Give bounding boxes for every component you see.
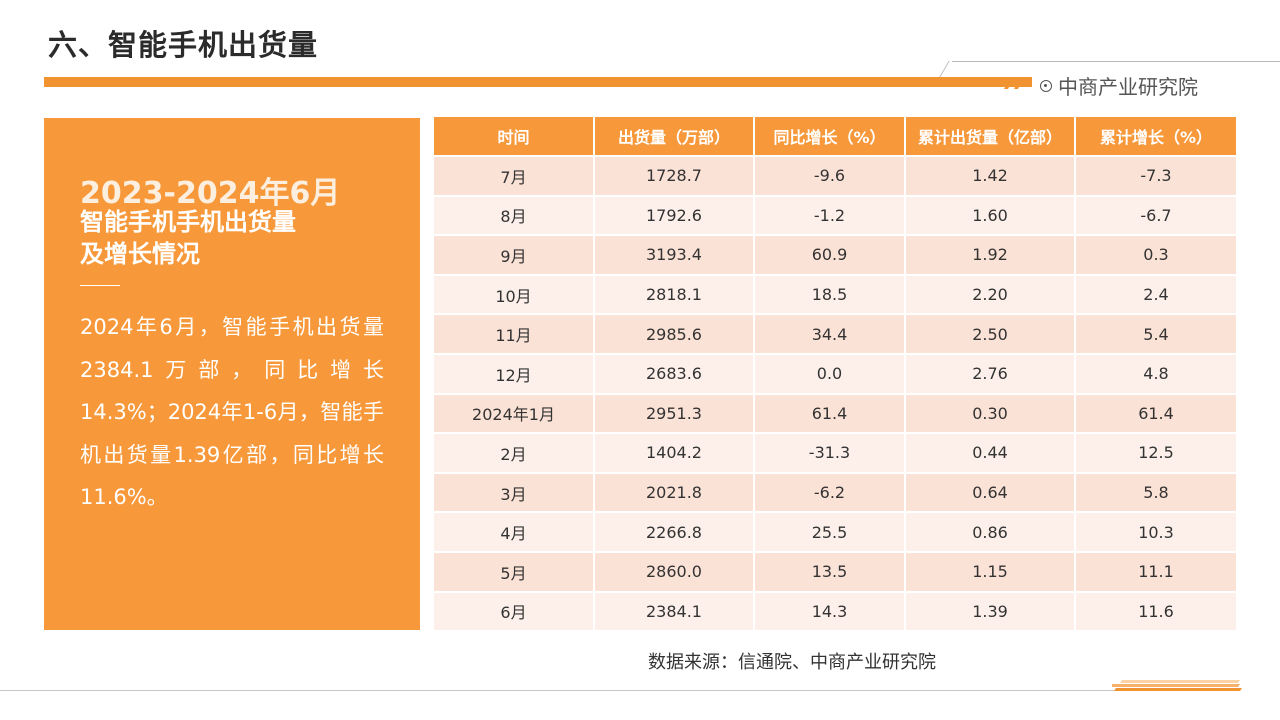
page-title: 六、智能手机出货量 xyxy=(48,28,319,62)
table-cell: 0.86 xyxy=(905,512,1076,553)
table-cell: 8月 xyxy=(434,195,595,237)
table-cell: 3193.4 xyxy=(594,235,755,276)
column-header: 同比增长（%） xyxy=(754,117,906,157)
table-cell: 2683.6 xyxy=(594,353,755,395)
summary-heading: 智能手机手机出货量 及增长情况 xyxy=(80,206,296,270)
table-cell: 6月 xyxy=(434,591,595,633)
table-cell: 2384.1 xyxy=(594,591,755,633)
table-cell: 0.64 xyxy=(905,472,1076,514)
column-header: 累计增长（%） xyxy=(1075,117,1236,157)
table-cell: 1.39 xyxy=(905,591,1076,633)
table-cell: -9.6 xyxy=(754,156,906,197)
table-row: 12月 2683.6 0.0 2.76 4.8 xyxy=(434,353,1236,395)
column-header: 时间 xyxy=(434,117,595,157)
table-cell: 3月 xyxy=(434,472,595,514)
table-cell: 0.30 xyxy=(905,393,1076,435)
table-cell: 2951.3 xyxy=(594,393,755,435)
brand-logo: 中商产业研究院 xyxy=(1040,71,1198,100)
data-source: 数据来源：信通院、中商产业研究院 xyxy=(648,652,936,673)
table-cell: 2.4 xyxy=(1075,274,1236,316)
table-cell: 10月 xyxy=(434,274,595,316)
table-cell: 13.5 xyxy=(754,551,906,593)
table-cell: 1792.6 xyxy=(594,195,755,237)
table-cell: -7.3 xyxy=(1075,156,1236,197)
table-cell: 7月 xyxy=(434,156,595,197)
table-cell: 0.44 xyxy=(905,433,1076,474)
table-cell: -6.2 xyxy=(754,472,906,514)
table-cell: 0.3 xyxy=(1075,235,1236,276)
table-row: 11月 2985.6 34.4 2.50 5.4 xyxy=(434,314,1236,355)
table-cell: 4月 xyxy=(434,512,595,553)
table-cell: 12.5 xyxy=(1075,433,1236,474)
table-cell: 11.1 xyxy=(1075,551,1236,593)
table-row: 9月 3193.4 60.9 1.92 0.3 xyxy=(434,235,1236,276)
summary-divider xyxy=(80,285,120,286)
table-cell: 4.8 xyxy=(1075,353,1236,395)
accent-stripes-icon xyxy=(1004,77,1024,89)
table-row: 8月 1792.6 -1.2 1.60 -6.7 xyxy=(434,195,1236,237)
table-cell: 60.9 xyxy=(754,235,906,276)
table-cell: 2.50 xyxy=(905,314,1076,355)
table-cell: 5.8 xyxy=(1075,472,1236,514)
table-cell: 11月 xyxy=(434,314,595,355)
summary-period: 2023-2024年6月 xyxy=(80,176,341,211)
table-row: 4月 2266.8 25.5 0.86 10.3 xyxy=(434,512,1236,553)
header-divider xyxy=(952,61,1280,62)
table-cell: 10.3 xyxy=(1075,512,1236,553)
table-header-row: 时间 出货量（万部） 同比增长（%） 累计出货量（亿部） 累计增长（%） xyxy=(434,117,1236,157)
brand-name: 中商产业研究院 xyxy=(1058,75,1198,99)
table-cell: -1.2 xyxy=(754,195,906,237)
summary-heading-line1: 智能手机手机出货量 xyxy=(80,208,296,236)
table-cell: 1728.7 xyxy=(594,156,755,197)
table-cell: -31.3 xyxy=(754,433,906,474)
table-cell: 0.0 xyxy=(754,353,906,395)
table-cell: 1.60 xyxy=(905,195,1076,237)
column-header: 出货量（万部） xyxy=(594,117,755,157)
header-divider-slant xyxy=(939,61,950,77)
footer-stripes-icon xyxy=(1112,680,1242,691)
table-cell: 14.3 xyxy=(754,591,906,633)
table-cell: 11.6 xyxy=(1075,591,1236,633)
table-cell: 1.42 xyxy=(905,156,1076,197)
footer-divider xyxy=(0,690,1240,691)
table-cell: 2985.6 xyxy=(594,314,755,355)
summary-heading-line2: 及增长情况 xyxy=(80,240,200,268)
table-cell: 5.4 xyxy=(1075,314,1236,355)
table-cell: -6.7 xyxy=(1075,195,1236,237)
table-cell: 2024年1月 xyxy=(434,393,595,435)
summary-panel: 2023-2024年6月 智能手机手机出货量 及增长情况 2024年6月，智能手… xyxy=(44,118,420,630)
table-cell: 2266.8 xyxy=(594,512,755,553)
table-cell: 18.5 xyxy=(754,274,906,316)
title-accent-bar xyxy=(44,77,1032,87)
table-cell: 61.4 xyxy=(1075,393,1236,435)
table-cell: 2021.8 xyxy=(594,472,755,514)
table-row: 5月 2860.0 13.5 1.15 11.1 xyxy=(434,551,1236,593)
summary-text: 2024年6月，智能手机出货量2384.1万部，同比增长14.3%；2024年1… xyxy=(80,315,384,509)
column-header: 累计出货量（亿部） xyxy=(905,117,1076,157)
shipment-table: 时间 出货量（万部） 同比增长（%） 累计出货量（亿部） 累计增长（%） 7月 1… xyxy=(434,117,1236,633)
table-cell: 25.5 xyxy=(754,512,906,553)
table-cell: 34.4 xyxy=(754,314,906,355)
table-cell: 2818.1 xyxy=(594,274,755,316)
table-row: 2月 1404.2 -31.3 0.44 12.5 xyxy=(434,433,1236,474)
table-cell: 2.76 xyxy=(905,353,1076,395)
table-body: 7月 1728.7 -9.6 1.42 -7.3 8月 1792.6 -1.2 1.60 -6.7… xyxy=(434,156,1236,633)
table-cell: 2.20 xyxy=(905,274,1076,316)
table-cell: 1.15 xyxy=(905,551,1076,593)
table-cell: 5月 xyxy=(434,551,595,593)
table-row: 6月 2384.1 14.3 1.39 11.6 xyxy=(434,591,1236,633)
table-cell: 61.4 xyxy=(754,393,906,435)
table-cell: 12月 xyxy=(434,353,595,395)
table-cell: 1404.2 xyxy=(594,433,755,474)
brand-mark-icon xyxy=(1040,79,1052,92)
table-cell: 1.92 xyxy=(905,235,1076,276)
table-row: 10月 2818.1 18.5 2.20 2.4 xyxy=(434,274,1236,316)
table-cell: 9月 xyxy=(434,235,595,276)
table-cell: 2月 xyxy=(434,433,595,474)
table-row: 7月 1728.7 -9.6 1.42 -7.3 xyxy=(434,156,1236,197)
table-row: 2024年1月 2951.3 61.4 0.30 61.4 xyxy=(434,393,1236,435)
table-cell: 2860.0 xyxy=(594,551,755,593)
table-row: 3月 2021.8 -6.2 0.64 5.8 xyxy=(434,472,1236,514)
